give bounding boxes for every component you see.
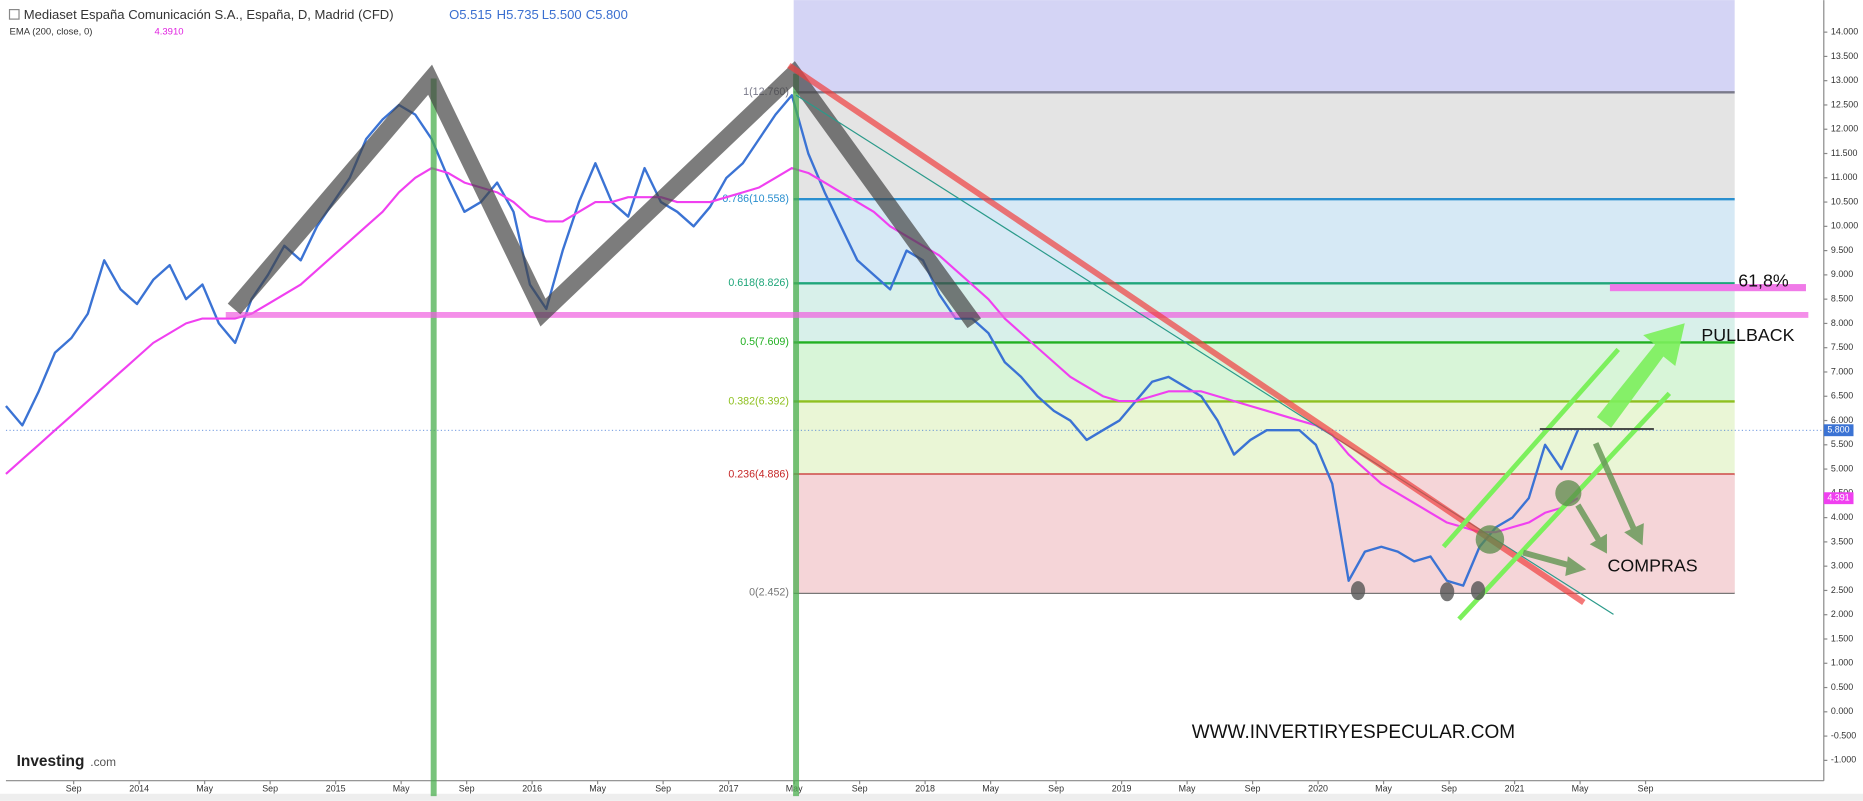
annotation: COMPRAS [1608,556,1698,576]
x-tick-label: Sep [1441,783,1457,793]
fib-label: 0(2.452) [749,587,789,599]
fib-label: 0.382(6.392) [728,395,789,407]
y-tick-label: 11.500 [1831,148,1858,158]
price-tag [1823,424,1854,437]
x-tick-label: 2021 [1505,783,1525,793]
y-tick-label: 0.000 [1831,706,1853,716]
y-tick-label: 3.500 [1831,536,1853,546]
y-tick-label: 1.000 [1831,658,1853,668]
fib-band [793,199,1735,284]
x-tick-label: Sep [1638,783,1654,793]
fib-label: 0.236(4.886) [728,468,789,480]
trend-line [787,62,1586,605]
y-tick-label: 5.000 [1831,463,1853,473]
x-tick-label: Sep [459,783,475,793]
y-tick-label: 8.000 [1831,318,1853,328]
y-tick-label: 8.500 [1831,294,1853,304]
y-tick-label: 7.500 [1831,342,1853,352]
zigzag [227,61,982,329]
fib-band [793,92,1735,200]
y-tick-label: 14.000 [1831,26,1858,36]
drawings: 61,8% PULLBACK COMPRAS WWW.INVERTIRYESPE… [225,61,1809,797]
channel-line [1441,347,1621,549]
x-tick-label: May [982,783,999,793]
price-tag-label: 5.800 [1827,425,1849,435]
y-tick-label: 10.500 [1831,196,1858,206]
ohlc-high: H5.735 [497,7,539,22]
marker [1475,525,1505,554]
y-tick-label: 6.500 [1831,391,1853,401]
fib-label: 0.618(8.826) [728,277,789,289]
channel-line [1457,391,1672,621]
x-tick-label: May [1179,783,1196,793]
x-tick-label: May [1572,783,1589,793]
y-tick-label: 12.000 [1831,124,1858,134]
y-tick-label: 2.500 [1831,585,1853,595]
x-tick-label: May [196,783,213,793]
y-tick-label: 11.000 [1831,172,1858,182]
x-tick-label: May [393,783,410,793]
y-tick-label: 12.500 [1831,99,1858,109]
x-tick-label: Sep [262,783,278,793]
ohlc-close: C5.800 [586,7,628,22]
markers [1350,581,1486,602]
y-tick-label: 6.000 [1831,415,1853,425]
y-tick-label: 9.500 [1831,245,1853,255]
annotation: 61,8% [1738,270,1789,290]
footer-strip [0,793,1863,801]
fib-band [793,0,1735,93]
x-tick-label: 2020 [1308,783,1328,793]
y-tick-label: 1.500 [1831,633,1853,643]
fib-band [793,401,1735,475]
x-tick-label: Sep [66,783,82,793]
fib-label: 0.5(7.609) [740,336,789,348]
y-tick-label: 13.000 [1831,75,1858,85]
ema-tag [1823,492,1854,505]
fib-label: 0.786(10.558) [722,193,789,205]
x-tick-label: Sep [655,783,671,793]
x-tick-label: May [589,783,606,793]
chart-title: Mediaset España Comunicación S.A., Españ… [24,7,394,22]
x-tick-label: 2016 [522,783,542,793]
collapse-icon [8,9,20,20]
indicator-label: EMA (200, close, 0) [10,27,93,38]
y-tick-label: 9.000 [1831,269,1853,279]
x-tick-label: 2015 [326,783,346,793]
x-tick-label: 2017 [719,783,739,793]
x-tick-label: Sep [1048,783,1064,793]
arrows [1522,442,1644,577]
ema-tag-label: 4.391 [1827,493,1849,503]
ohlc-low: L5.500 [542,7,582,22]
watermark: WWW.INVERTIRYESPECULAR.COM [1192,722,1515,743]
x-tick-label: 2014 [129,783,149,793]
header: Mediaset España Comunicación S.A., Españ… [8,7,628,770]
x-tick-label: Sep [852,783,868,793]
y-tick-label: 13.500 [1831,51,1858,61]
arrow [1596,323,1685,428]
logo: Investing [17,753,85,770]
y-tick-label: 10.000 [1831,221,1858,231]
marker [1555,480,1582,507]
y-tick-label: 2.000 [1831,609,1853,619]
annotation: PULLBACK [1701,325,1794,345]
y-tick-label: 4.000 [1831,512,1853,522]
x-tick-label: 2018 [915,783,935,793]
fib-marker [1609,284,1806,292]
y-tick-label: -1.000 [1831,755,1856,765]
x-tick-label: Sep [1245,783,1261,793]
y-tick-label: 5.500 [1831,439,1853,449]
x-tick-label: 2019 [1112,783,1132,793]
x-tick-label: May [1375,783,1392,793]
y-tick-label: 0.500 [1831,682,1853,692]
logo: .com [90,755,116,769]
y-tick-label: 3.000 [1831,561,1853,571]
ohlc-open: O5.515 [449,7,492,22]
y-tick-label: -0.500 [1831,730,1856,740]
indicator-value: 4.3910 [154,27,183,38]
y-tick-label: 7.000 [1831,366,1853,376]
